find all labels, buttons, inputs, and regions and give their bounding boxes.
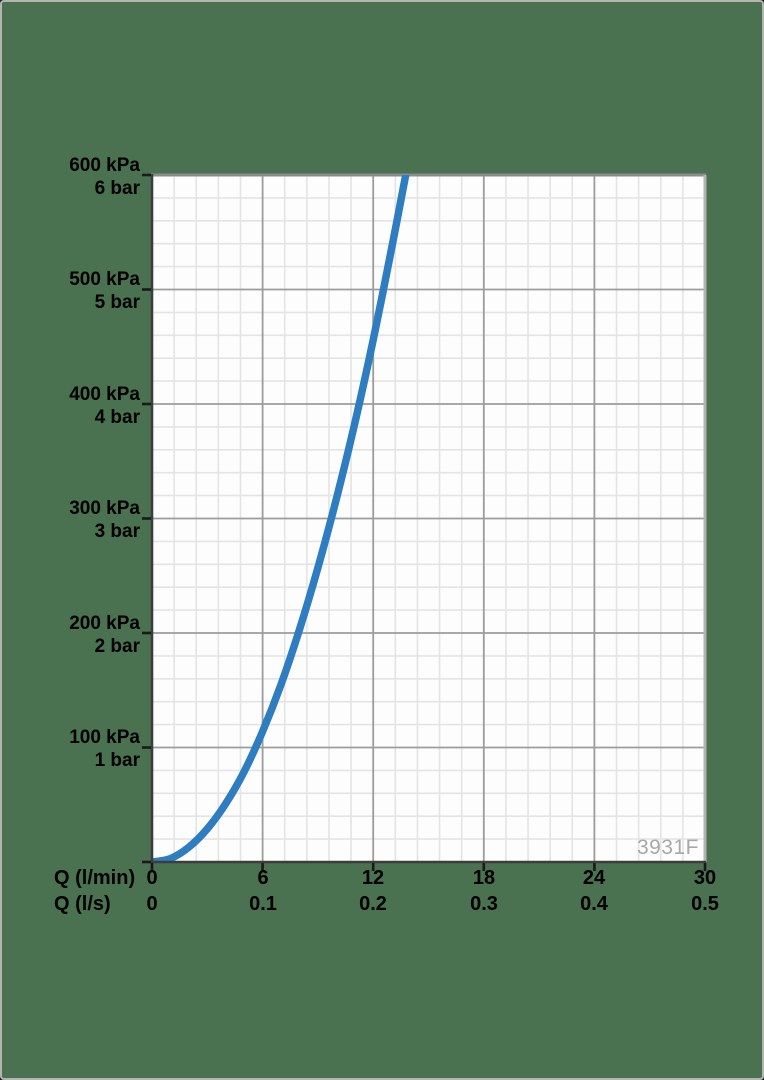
y-tick-kpa: 100 kPa (69, 727, 140, 748)
x-tick-lmin-0: 0 (146, 867, 158, 889)
x-tick-ls-02: 0.2 (359, 893, 387, 915)
x-tick-lmin-6: 6 (257, 867, 269, 889)
y-tick-kpa: 200 kPa (69, 613, 140, 634)
x-tick-ls-0: 0 (146, 893, 158, 915)
y-tick-label-500: 500 kPa 5 bar (2, 268, 140, 314)
y-tick-bar: 3 bar (94, 521, 140, 542)
x-tick-ls-05: 0.5 (691, 893, 719, 915)
y-tick-bar: 6 bar (94, 178, 140, 199)
y-tick-label-600: 600 kPa 6 bar (2, 154, 140, 200)
y-tick-label-400: 400 kPa 4 bar (2, 383, 140, 429)
y-tick-bar: 5 bar (94, 292, 140, 313)
x-axis-unit-lmin: Q (l/min) (54, 867, 136, 889)
y-tick-label-100: 100 kPa 1 bar (2, 726, 140, 772)
x-tick-lmin-12: 12 (361, 867, 385, 889)
x-tick-ls-04: 0.4 (580, 893, 608, 915)
x-tick-ls-03: 0.3 (470, 893, 498, 915)
x-tick-ls-01: 0.1 (249, 893, 277, 915)
y-tick-label-300: 300 kPa 3 bar (2, 497, 140, 543)
x-tick-lmin-30: 30 (693, 867, 717, 889)
y-tick-bar: 2 bar (94, 636, 140, 657)
y-tick-kpa: 400 kPa (69, 384, 140, 405)
x-tick-lmin-18: 18 (472, 867, 496, 889)
y-tick-kpa: 500 kPa (69, 269, 140, 290)
y-tick-bar: 4 bar (94, 407, 140, 428)
y-tick-kpa: 600 kPa (69, 155, 140, 176)
product-code: 3931F (636, 836, 699, 859)
y-tick-label-200: 200 kPa 2 bar (2, 612, 140, 658)
x-axis-unit-ls: Q (l/s) (54, 893, 111, 915)
x-tick-lmin-24: 24 (582, 867, 606, 889)
pressure-drop-curve (152, 175, 410, 862)
y-tick-bar: 1 bar (94, 750, 140, 771)
y-tick-kpa: 300 kPa (69, 498, 140, 519)
